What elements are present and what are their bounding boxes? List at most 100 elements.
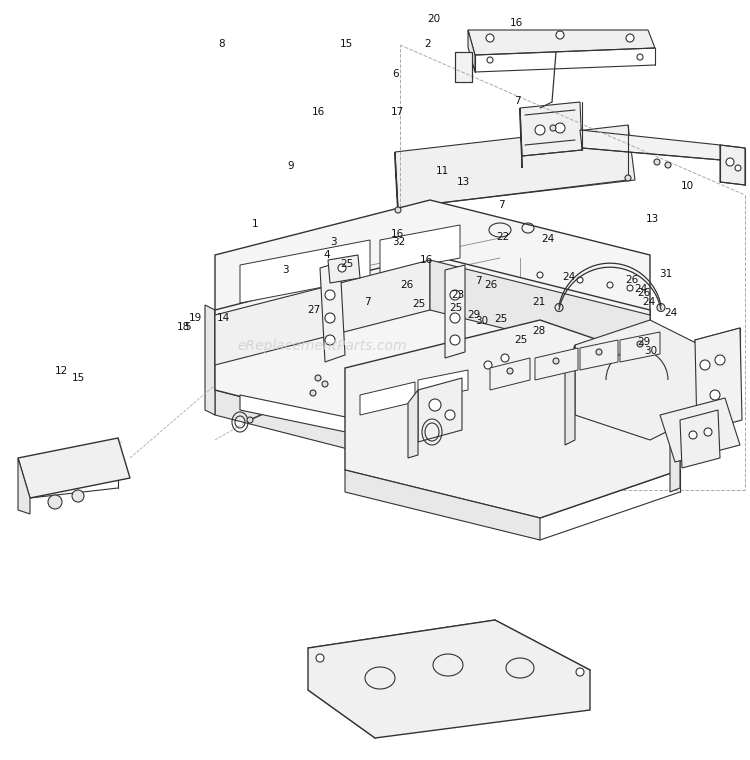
- Polygon shape: [720, 145, 745, 185]
- Text: 23: 23: [451, 290, 464, 300]
- Text: 11: 11: [436, 166, 449, 176]
- Polygon shape: [670, 368, 680, 492]
- Text: 21: 21: [532, 297, 545, 308]
- Polygon shape: [375, 423, 425, 445]
- Circle shape: [316, 654, 324, 662]
- Circle shape: [596, 349, 602, 355]
- Polygon shape: [345, 320, 680, 518]
- Polygon shape: [240, 240, 370, 303]
- Text: 26: 26: [637, 287, 650, 298]
- Circle shape: [337, 312, 344, 318]
- Circle shape: [537, 272, 543, 278]
- Circle shape: [242, 272, 248, 278]
- Circle shape: [487, 312, 494, 318]
- Polygon shape: [18, 438, 130, 498]
- Circle shape: [247, 327, 254, 334]
- Polygon shape: [18, 458, 30, 514]
- Circle shape: [704, 428, 712, 436]
- Circle shape: [247, 417, 253, 423]
- Text: 13: 13: [646, 214, 659, 224]
- Text: 3: 3: [331, 236, 337, 247]
- Text: 25: 25: [514, 335, 528, 346]
- Polygon shape: [680, 410, 720, 468]
- Polygon shape: [395, 125, 635, 208]
- Text: 28: 28: [532, 325, 545, 336]
- Text: 26: 26: [400, 280, 413, 290]
- Text: 15: 15: [72, 373, 86, 384]
- Circle shape: [444, 404, 456, 416]
- Polygon shape: [205, 305, 215, 415]
- Polygon shape: [380, 225, 460, 273]
- Text: 24: 24: [664, 308, 678, 318]
- Text: 24: 24: [562, 272, 575, 283]
- Polygon shape: [565, 345, 575, 445]
- Text: 12: 12: [55, 366, 68, 376]
- Circle shape: [450, 313, 460, 323]
- Text: 20: 20: [427, 14, 440, 24]
- Text: 17: 17: [391, 107, 404, 118]
- Circle shape: [450, 290, 460, 300]
- Polygon shape: [520, 108, 522, 168]
- Circle shape: [427, 296, 433, 303]
- Text: 25: 25: [494, 314, 508, 325]
- Polygon shape: [215, 390, 430, 470]
- Circle shape: [550, 125, 556, 131]
- Text: 19: 19: [188, 312, 202, 323]
- Polygon shape: [328, 255, 360, 283]
- Text: 14: 14: [217, 312, 230, 323]
- Circle shape: [627, 285, 633, 291]
- Text: eReplacementParts.com: eReplacementParts.com: [238, 339, 407, 353]
- Text: 16: 16: [509, 17, 523, 28]
- Text: 16: 16: [312, 107, 326, 118]
- Circle shape: [367, 306, 374, 313]
- Circle shape: [457, 305, 464, 312]
- Circle shape: [657, 303, 665, 312]
- Circle shape: [325, 335, 335, 345]
- Text: 5: 5: [184, 321, 190, 332]
- Circle shape: [487, 57, 493, 63]
- Circle shape: [576, 668, 584, 676]
- Circle shape: [277, 321, 284, 328]
- Circle shape: [450, 335, 460, 345]
- Circle shape: [338, 264, 346, 272]
- Text: 16: 16: [419, 255, 433, 265]
- Circle shape: [689, 431, 697, 439]
- Text: 1: 1: [252, 219, 258, 230]
- Text: 24: 24: [642, 297, 656, 308]
- Text: 9: 9: [288, 160, 294, 171]
- Polygon shape: [395, 152, 398, 218]
- Circle shape: [395, 207, 401, 213]
- Circle shape: [413, 433, 427, 447]
- Circle shape: [517, 318, 524, 325]
- Text: 13: 13: [457, 177, 470, 188]
- Circle shape: [382, 422, 398, 438]
- Text: 7: 7: [476, 276, 482, 287]
- Circle shape: [429, 399, 441, 411]
- Polygon shape: [580, 130, 722, 160]
- Text: 8: 8: [218, 39, 224, 49]
- Text: 25: 25: [412, 299, 425, 309]
- Polygon shape: [215, 255, 650, 445]
- Polygon shape: [695, 328, 742, 432]
- Circle shape: [555, 123, 565, 133]
- Circle shape: [715, 355, 725, 365]
- Circle shape: [507, 368, 513, 374]
- Text: 6: 6: [393, 68, 399, 79]
- Polygon shape: [418, 378, 462, 442]
- Circle shape: [700, 360, 710, 370]
- Circle shape: [626, 34, 634, 42]
- Polygon shape: [640, 385, 650, 445]
- Text: 18: 18: [177, 321, 190, 332]
- Circle shape: [625, 175, 631, 181]
- Polygon shape: [215, 200, 650, 315]
- Circle shape: [72, 490, 84, 502]
- Circle shape: [553, 358, 559, 364]
- Polygon shape: [640, 310, 650, 445]
- Circle shape: [48, 495, 62, 509]
- Polygon shape: [215, 260, 430, 365]
- Polygon shape: [320, 262, 345, 362]
- Text: 4: 4: [323, 249, 329, 260]
- Circle shape: [307, 316, 314, 324]
- Circle shape: [726, 158, 734, 166]
- Text: 7: 7: [498, 200, 504, 211]
